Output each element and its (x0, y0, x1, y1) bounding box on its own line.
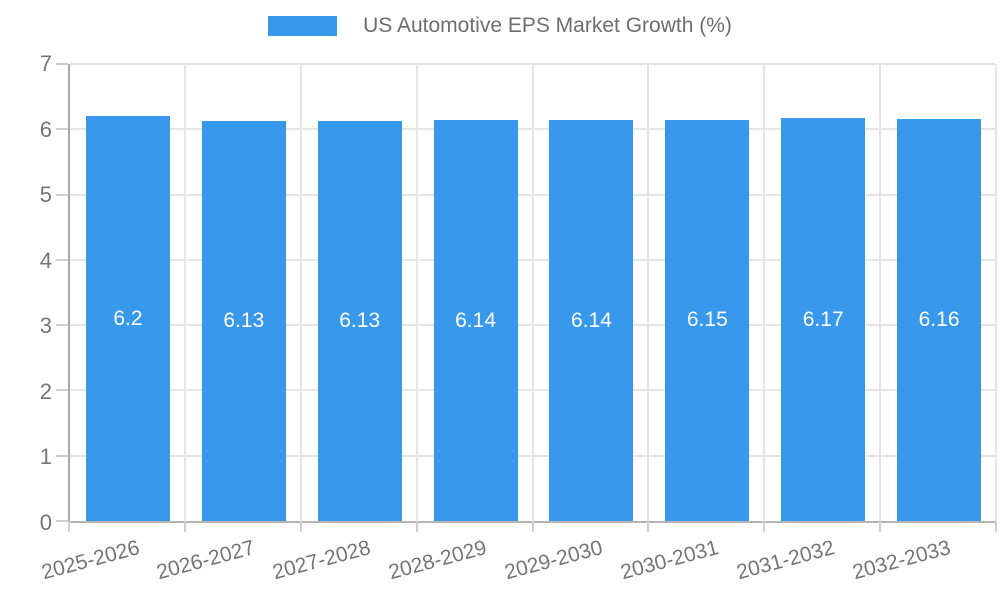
v-gridline (183, 64, 186, 521)
y-axis-tick (56, 128, 68, 131)
y-axis-tick (56, 520, 68, 522)
legend-swatch-icon (268, 16, 338, 36)
x-axis-tick (531, 521, 534, 532)
y-axis-tick (56, 193, 68, 196)
y-tick-label: 5 (39, 182, 52, 208)
y-axis-tick (56, 324, 68, 327)
bar-value-label: 6.15 (686, 308, 728, 332)
x-tick-label: 2031-2032 (733, 536, 837, 585)
x-axis-tick (647, 521, 650, 532)
x-axis-tick (995, 521, 997, 532)
x-axis-tick (415, 521, 418, 532)
bar-2026-2027[interactable]: 6.13 (201, 120, 286, 521)
chart-legend[interactable]: US Automotive EPS Market Growth (%) (0, 14, 1000, 38)
x-tick-label: 2032-2033 (849, 536, 953, 585)
x-axis-tick (763, 521, 766, 532)
y-tick-label: 3 (39, 313, 52, 339)
x-tick-label: 2027-2028 (270, 536, 374, 585)
bar-value-label: 6.14 (571, 308, 612, 332)
v-gridline (531, 64, 534, 521)
bar-value-label: 6.16 (918, 307, 960, 331)
y-tick-label: 6 (39, 116, 52, 142)
v-gridline (299, 64, 302, 521)
bar-value-label: 6.17 (802, 307, 844, 331)
y-tick-label: 7 (39, 51, 52, 76)
y-axis-tick (56, 258, 68, 261)
bar-2029-2030[interactable]: 6.14 (549, 120, 634, 521)
x-tick-label: 2025-2026 (38, 536, 142, 585)
legend-label: US Automotive EPS Market Growth (%) (363, 14, 732, 37)
y-axis-labels: 0 1 2 3 4 5 6 7 (0, 53, 52, 534)
y-tick-label: 4 (39, 247, 52, 273)
y-tick-label: 2 (39, 378, 52, 404)
v-gridline (763, 64, 766, 521)
x-axis-tick (879, 521, 882, 532)
y-tick-label: 1 (39, 444, 52, 470)
y-axis-tick (56, 63, 68, 65)
bar-2027-2028[interactable]: 6.13 (317, 120, 402, 521)
bar-value-label: 6.13 (223, 308, 265, 332)
y-axis-tick (56, 389, 68, 392)
y-axis-tick (56, 454, 68, 457)
v-gridline (647, 64, 650, 521)
x-axis-tick (299, 521, 302, 532)
bar-2030-2031[interactable]: 6.15 (665, 119, 750, 521)
bar-2025-2026[interactable]: 6.2 (85, 116, 170, 521)
bar-value-label: 6.2 (113, 306, 143, 330)
v-gridline (415, 64, 418, 521)
x-tick-label: 2029-2030 (502, 536, 606, 585)
bar-2032-2033[interactable]: 6.16 (897, 118, 982, 521)
y-tick-label: 0 (39, 510, 52, 535)
bar-2031-2032[interactable]: 6.17 (781, 118, 866, 521)
x-tick-label: 2026-2027 (154, 536, 258, 585)
bar-value-label: 6.14 (455, 308, 496, 332)
v-gridline (995, 64, 997, 521)
bar-2028-2029[interactable]: 6.14 (433, 120, 518, 521)
x-tick-label: 2028-2029 (386, 536, 490, 585)
v-gridline (879, 64, 882, 521)
x-axis-tick (183, 521, 186, 532)
x-tick-label: 2030-2031 (618, 536, 722, 585)
plot-area: 6.2 6.13 6.13 6.14 6.14 6.15 6.17 6.16 (56, 63, 997, 532)
x-axis-tick (68, 521, 70, 532)
bar-value-label: 6.13 (339, 308, 381, 332)
